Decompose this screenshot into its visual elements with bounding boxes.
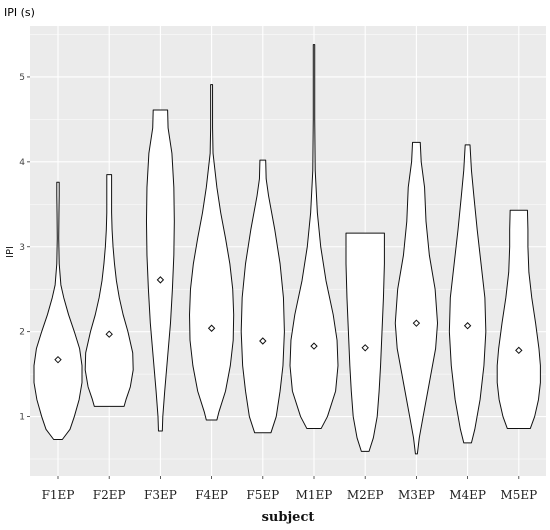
violins [33, 44, 541, 455]
x-tick-label: M1EP [296, 488, 333, 502]
y-tick-label: 5 [19, 73, 25, 83]
x-axis-label: subject [262, 510, 315, 525]
violin-f4ep [189, 84, 235, 421]
x-tick-label: M3EP [398, 488, 435, 502]
mean-marker-m5ep [515, 346, 523, 355]
mean-marker-m2ep [361, 344, 369, 352]
x-tick-label: F4EP [195, 488, 228, 502]
violin-f2ep [84, 174, 134, 407]
y-tick-label: 4 [19, 158, 25, 168]
x-tick-label: M2EP [347, 488, 384, 502]
x-tick-label: M5EP [500, 488, 537, 502]
violin-m2ep [345, 232, 385, 452]
mean-marker-f1ep [54, 355, 62, 364]
violin-m1ep [289, 44, 339, 429]
mean-marker-f4ep [207, 324, 216, 332]
x-tick-label: F5EP [246, 488, 279, 502]
y-tick-label: 1 [19, 413, 25, 423]
violin-f5ep [240, 159, 285, 434]
y-axis-label: IPI [5, 246, 16, 258]
y-tick-label: 2 [19, 328, 25, 338]
chart-title: IPI (s) [4, 6, 35, 19]
violin-m5ep [496, 209, 541, 429]
mean-marker-f3ep [156, 276, 165, 284]
violin-m4ep [448, 144, 487, 444]
x-axis-ticks: F1EP F2EP F3EP F4EP F5EP M1EP M2EP M3EP M4EP M5EP [42, 476, 537, 502]
violin-m3ep [394, 141, 439, 455]
x-tick-label: M4EP [449, 488, 486, 502]
x-tick-label: F1EP [42, 488, 75, 502]
y-tick-label: 3 [19, 243, 25, 253]
mean-marker-f2ep [105, 330, 113, 338]
x-tick-label: F2EP [93, 488, 126, 502]
mean-marker-m3ep [412, 319, 421, 327]
mean-marker-m1ep [310, 342, 318, 350]
mean-marker-m4ep [463, 322, 472, 330]
violin-f1ep [33, 181, 83, 440]
x-tick-label: F3EP [144, 488, 177, 502]
violin-f3ep [145, 109, 175, 432]
y-axis-ticks: 1 2 3 4 5 [19, 73, 30, 423]
mean-marker-f5ep [259, 337, 267, 345]
